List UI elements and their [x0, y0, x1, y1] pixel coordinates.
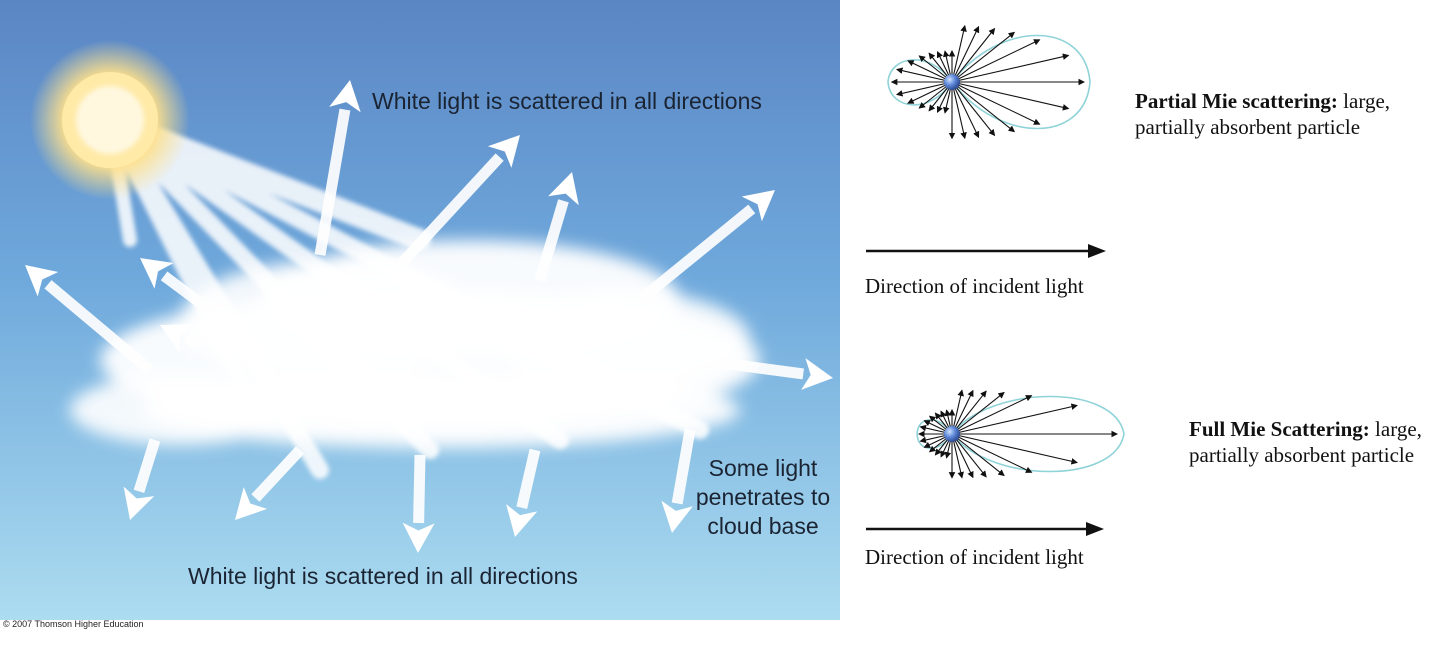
scatter-arrow — [895, 81, 953, 97]
white-arrow — [395, 135, 520, 269]
scatter-arrow — [951, 31, 1016, 83]
full-mie-envelope — [916, 395, 1125, 473]
white-arrow — [506, 448, 541, 537]
full-mie-particle — [944, 426, 960, 442]
partial-incident-arrow — [866, 244, 1106, 258]
full-mie-text: Full Mie Scattering: large, partially ab… — [1189, 416, 1451, 468]
white-arrow — [140, 258, 214, 315]
full-incident-arrow — [866, 522, 1104, 536]
copyright-credit: © 2007 Thomson Higher Education — [3, 619, 144, 629]
partial-mie-arrows — [890, 24, 1086, 140]
white-arrow — [699, 354, 833, 390]
partial-incident-label: Direction of incident light — [865, 274, 1084, 298]
partial-mie-title: Partial Mie scattering: — [1135, 89, 1338, 113]
white-arrow — [636, 190, 775, 305]
scatter-arrow — [895, 67, 953, 83]
white-arrow — [235, 446, 305, 520]
scatter-arrow — [951, 403, 1078, 435]
partial-mie-description: large, partially absorbent particle — [1135, 89, 1391, 139]
full-mie-title: Full Mie Scattering: — [1189, 417, 1370, 441]
scatter-arrow — [951, 391, 1005, 435]
scatter-arrow — [951, 27, 996, 83]
cloud — [70, 240, 760, 448]
scatter-arrow — [951, 53, 1070, 83]
white-arrow — [314, 80, 361, 256]
scatter-arrow — [951, 389, 974, 435]
white-arrow — [661, 429, 696, 533]
full-incident-label: Direction of incident light — [865, 545, 1084, 569]
scatter-arrow — [951, 81, 1070, 111]
penetrates-label: Some light penetrates to cloud base — [695, 455, 831, 539]
white-arrow — [534, 172, 579, 282]
scatter-arrow — [951, 433, 1005, 477]
scattered-light-arrows — [25, 80, 833, 553]
scatter-arrow — [951, 39, 1041, 83]
scatter-arrow — [951, 24, 967, 83]
scatter-arrow — [951, 395, 1033, 435]
scatter-arrow — [907, 60, 953, 83]
scatter-label-bottom: White light is scattered in all directio… — [188, 563, 578, 589]
scatter-arrow — [951, 25, 980, 83]
white-arrow — [25, 265, 154, 375]
scatter-arrow — [951, 81, 980, 139]
scatter-arrow — [907, 81, 953, 104]
scatter-arrow — [951, 433, 987, 478]
scatter-arrow — [951, 81, 996, 137]
scatter-arrow — [951, 433, 1033, 473]
cloud-scattering-illustration: White light is scattered in all directio… — [0, 0, 840, 620]
scatter-arrow — [951, 81, 1016, 133]
partial-mie-text: Partial Mie scattering: large, partially… — [1135, 88, 1435, 140]
scatter-arrow — [951, 81, 967, 140]
partial-mie-particle — [944, 74, 960, 90]
cloud-scene — [0, 0, 840, 620]
scatter-arrow — [951, 390, 987, 435]
scatter-arrow — [951, 433, 1078, 465]
white-arrow — [402, 454, 435, 553]
scatter-arrow — [951, 433, 974, 479]
white-arrow — [123, 438, 161, 520]
partial-mie-envelope — [887, 34, 1091, 130]
full-mie-diagram — [916, 389, 1125, 479]
partial-mie-diagram — [887, 24, 1091, 140]
white-arrow — [160, 324, 203, 353]
scatter-label-top: White light is scattered in all directio… — [372, 88, 762, 114]
full-mie-description: large, partially absorbent particle — [1189, 417, 1422, 467]
scatter-arrow — [951, 81, 1041, 125]
